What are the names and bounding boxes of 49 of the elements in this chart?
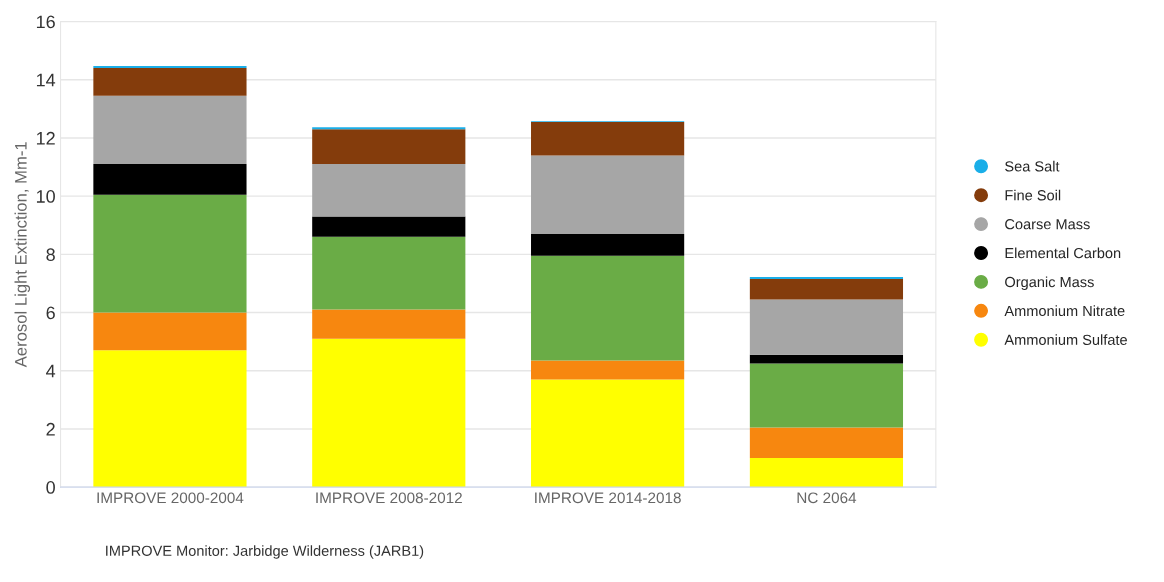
bar: [312, 129, 466, 165]
x-tick-label: IMPROVE 2014-2018: [535, 492, 681, 504]
x-tick-label: NC 2064: [797, 492, 857, 504]
y-tick-label: 0: [46, 481, 55, 494]
bar: [93, 312, 247, 351]
y-tick-label: 4: [46, 364, 56, 378]
legend-label: Sea Salt: [1005, 160, 1060, 172]
legend-label: Elemental Carbon: [1005, 247, 1121, 259]
legend-label: Ammonium Sulfate: [1004, 334, 1127, 345]
y-tick-label: 16: [36, 15, 55, 29]
bar: [749, 299, 904, 355]
bar: [312, 236, 466, 310]
legend-label: Organic Mass: [1005, 276, 1094, 291]
y-tick-label: 2: [46, 422, 55, 436]
legend-label: Fine Soil: [1005, 189, 1061, 201]
legend-label: Ammonium Nitrate: [1004, 305, 1125, 317]
bar: [93, 194, 247, 313]
x-tick-label: IMPROVE 2000-2004: [97, 492, 244, 504]
bar: [312, 216, 466, 237]
legend-label: Coarse Mass: [1005, 219, 1090, 230]
bar: [531, 233, 685, 256]
y-tick-label: 8: [46, 248, 55, 262]
y-tick-label: 6: [46, 306, 55, 320]
y-tick-label: 12: [36, 131, 55, 145]
bar: [749, 354, 904, 364]
bar: [749, 279, 904, 300]
bar: [93, 95, 247, 165]
text: IMPROVE Monitor: Jarbidge Wilderness (JARB1): [106, 545, 424, 559]
bar: [93, 350, 247, 488]
bar: [531, 155, 685, 234]
bar: [531, 360, 685, 380]
y-tick-label: 10: [36, 190, 55, 203]
y-tick-label: 14: [36, 73, 56, 87]
bar: [531, 379, 685, 488]
bar: [93, 68, 247, 96]
bar: [312, 127, 466, 130]
bar: [749, 458, 904, 488]
bar: [531, 121, 685, 156]
bar: [93, 164, 247, 195]
bar: [749, 363, 904, 428]
bar: [312, 309, 466, 339]
bar: [749, 277, 904, 280]
y-axis-title: Aerosol Light Extinction, Mm-1: [14, 142, 31, 368]
x-tick-label: IMPROVE 2008-2012: [316, 492, 462, 504]
bar: [749, 427, 904, 459]
bar: [312, 338, 466, 488]
bar: [312, 164, 466, 217]
bar: [531, 255, 685, 361]
bar: [93, 66, 247, 69]
